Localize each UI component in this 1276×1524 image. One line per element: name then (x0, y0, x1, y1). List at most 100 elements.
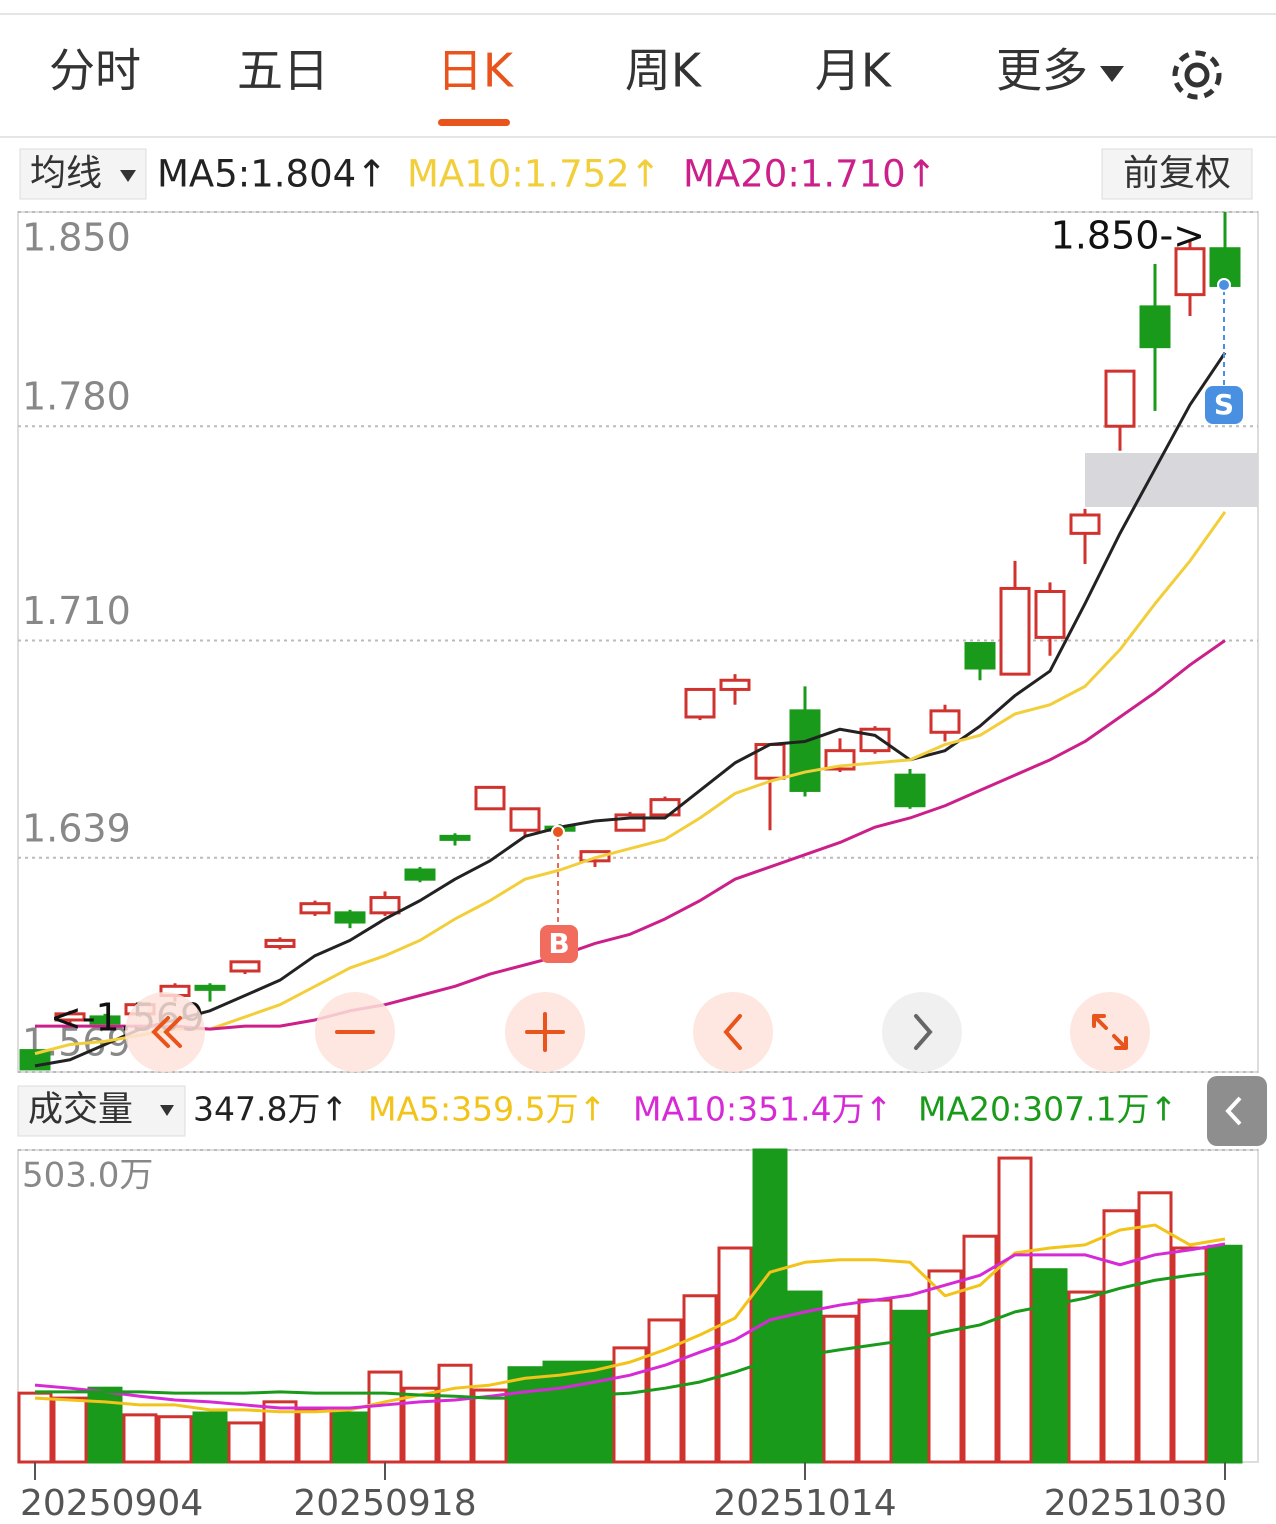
volume-menu[interactable] (17, 1085, 186, 1137)
tab[interactable]: 周K (625, 44, 703, 98)
volume-bar (752, 1148, 788, 1464)
volume-bar (892, 1309, 928, 1464)
fullscreen-button[interactable] (1070, 992, 1150, 1072)
y-tick-label: 503.0万 (22, 1156, 153, 1196)
candle-body (789, 709, 821, 792)
gear-teeth (1172, 50, 1222, 100)
volume-label: 347.8万↑ (193, 1090, 348, 1129)
tab-active[interactable]: 日K (437, 44, 515, 98)
tab-bar: 分时 五日 日K 周K 月K 更多 (49, 44, 1088, 98)
candle-body (89, 1015, 121, 1025)
ma-line (34, 511, 1227, 1056)
sell-label: S (1214, 388, 1234, 421)
volume-bar (367, 1370, 403, 1464)
candle-body (1069, 513, 1101, 535)
volume-bar (192, 1411, 228, 1464)
x-tick-label: 20251030 (1044, 1483, 1227, 1524)
gear-outline (1172, 50, 1222, 100)
trade-markers: B S (540, 278, 1243, 963)
candle-body (1104, 369, 1136, 428)
candle-body (509, 807, 541, 832)
volume-bar (927, 1269, 963, 1464)
candle-body (999, 586, 1031, 676)
volume-bar (1067, 1290, 1103, 1464)
candle-body (369, 896, 401, 915)
volume-bar (87, 1386, 123, 1464)
x-tick-label: 20251014 (713, 1483, 896, 1524)
volume-menu-label: 成交量 (28, 1090, 133, 1130)
volume-bar (612, 1346, 648, 1464)
candle-body (929, 709, 961, 734)
expand-icon (1092, 1014, 1128, 1050)
sell-badge[interactable] (1205, 386, 1243, 424)
volume-bar (1137, 1191, 1173, 1464)
volume-bar (857, 1298, 893, 1464)
tab[interactable]: 分时 (49, 44, 141, 98)
tab[interactable]: 月K (815, 44, 893, 98)
candle-body (404, 868, 436, 881)
high-annotation: 1.850-> (1051, 214, 1205, 258)
candle-body (964, 642, 996, 670)
next-button[interactable] (882, 992, 962, 1072)
y-tick-label: 1.710 (22, 589, 131, 633)
candle-body (684, 687, 716, 719)
dropdown-arrow (160, 1105, 174, 1116)
ma-line (34, 1242, 1226, 1410)
next-icon (914, 1014, 933, 1050)
settings-icon[interactable] (1172, 50, 1222, 100)
y-tick-label: 1.780 (22, 375, 131, 419)
candle-body (1139, 305, 1171, 349)
volume-bar (402, 1386, 438, 1464)
volume-bar (227, 1421, 263, 1464)
y-tick-label: 1.639 (22, 806, 131, 850)
tab[interactable]: 更多 (996, 44, 1088, 98)
volume-bar (717, 1246, 753, 1464)
candle-body (894, 773, 926, 808)
candle-body (299, 902, 331, 915)
ma-menu-label: 均线 (30, 153, 102, 194)
ma10-label: MA10:1.752↑ (407, 153, 661, 196)
volume-bar (577, 1360, 613, 1464)
volume-bar (52, 1396, 88, 1464)
dropdown-arrow (120, 170, 136, 182)
candle-body (474, 785, 506, 811)
candle-body (439, 834, 471, 841)
volume-bar (17, 1391, 53, 1464)
ma-line (35, 639, 1226, 1031)
gear-hub (1184, 62, 1210, 88)
ma-line (34, 351, 1227, 1068)
y-tick-label: 1.850 (22, 216, 131, 260)
x-tick-label: 20250904 (20, 1483, 203, 1524)
candle-body (194, 984, 226, 991)
prev-icon (723, 1014, 742, 1050)
volume-bar (822, 1314, 858, 1464)
buy-label: B (548, 927, 569, 960)
price-zone (1085, 453, 1258, 507)
volume-bar (472, 1388, 508, 1464)
ma-line (35, 1270, 1226, 1400)
candle-body (264, 938, 296, 949)
volume-bar (297, 1408, 333, 1464)
ma20-label: MA20:1.710↑ (683, 153, 937, 196)
volume-bar (542, 1360, 578, 1464)
plus-icon (525, 1012, 565, 1052)
tab[interactable]: 五日 (237, 44, 329, 98)
volume-bar (332, 1411, 368, 1464)
adjust-button[interactable] (1101, 148, 1253, 200)
volume-chart: 503.0万 (17, 1148, 1258, 1464)
sell-dot (1217, 278, 1231, 292)
vol-ma5-label: MA5:359.5万↑ (368, 1090, 606, 1129)
side-panel-toggle[interactable] (1207, 1076, 1267, 1146)
volume-bar (157, 1415, 193, 1464)
candle-body (229, 960, 261, 973)
volume-bar (1172, 1246, 1208, 1464)
candle-body (649, 798, 681, 817)
vol-ma20-label: MA20:307.1万↑ (918, 1090, 1177, 1129)
buy-badge[interactable] (540, 925, 578, 963)
dropdown-arrow (1100, 66, 1124, 82)
candle-body (1174, 247, 1206, 297)
prev-button[interactable] (693, 992, 773, 1072)
volume-bar (122, 1413, 158, 1464)
double-left-icon (151, 1016, 182, 1048)
ma5-label: MA5:1.804↑ (157, 153, 387, 196)
